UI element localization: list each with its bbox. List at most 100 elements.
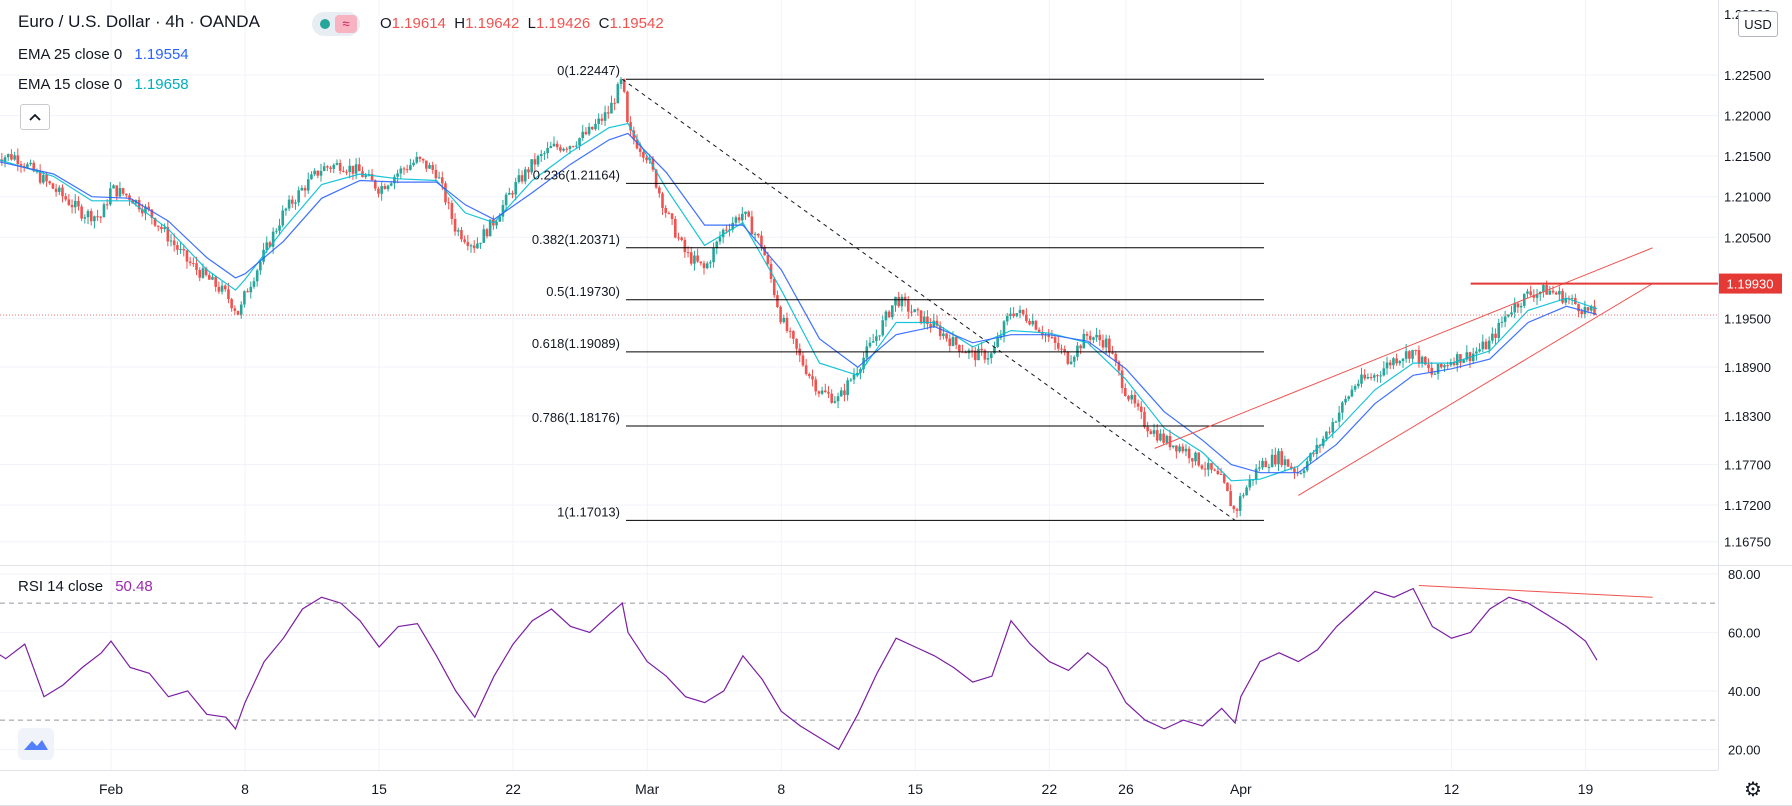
candle-body	[268, 242, 272, 247]
candle-body	[1085, 333, 1089, 336]
candle-body	[1072, 356, 1076, 362]
candle-body	[932, 320, 936, 328]
candle-body	[380, 186, 383, 194]
candle-body	[271, 231, 275, 247]
candle-body	[220, 285, 224, 292]
ohlc-close-value: 1.19542	[609, 15, 664, 32]
candle-body	[1216, 470, 1220, 475]
candle-body	[1200, 465, 1204, 469]
candle-body	[871, 341, 875, 343]
tradingview-logo-icon[interactable]	[18, 728, 54, 760]
gear-icon[interactable]: ⚙	[1744, 779, 1762, 801]
candle-body	[1012, 313, 1015, 317]
candle-body	[83, 217, 87, 219]
candle-body	[1408, 351, 1411, 359]
candle-body	[756, 233, 760, 236]
candle-body	[287, 199, 291, 209]
candle-body	[1187, 448, 1191, 459]
candle-body	[428, 164, 431, 169]
candle-body	[619, 79, 623, 85]
candle-body	[1299, 473, 1303, 475]
candle-body	[1554, 292, 1558, 295]
candle-body	[616, 84, 620, 104]
candle-body	[128, 195, 131, 200]
candle-body	[1261, 460, 1264, 468]
fib-level-label: 0.382(1.20371)	[532, 232, 620, 247]
candle-body	[348, 165, 352, 173]
candle-body	[1497, 322, 1501, 339]
annotations[interactable]: 1.19930	[0, 247, 1782, 496]
candle-body	[137, 199, 141, 210]
ema25-legend[interactable]: EMA 25 close 0 1.19554	[18, 46, 189, 63]
candle-body	[338, 162, 342, 171]
time-tick-label: 8	[777, 781, 785, 797]
candle-body	[421, 158, 425, 161]
price-tick-label: 1.21500	[1724, 149, 1771, 164]
candle-body	[597, 118, 600, 124]
candle-body	[731, 222, 735, 230]
candle-body	[1009, 313, 1012, 316]
candle-body	[543, 153, 546, 155]
candle-body	[1392, 358, 1395, 366]
candle-body	[1491, 333, 1494, 341]
fib-retracement[interactable]: 0(1.22447) 0.236(1.21164) 0.382(1.20371) 0.…	[532, 63, 1264, 521]
candle-body	[1242, 495, 1245, 497]
candle-body	[405, 169, 409, 171]
rsi-divergence-line	[1418, 585, 1653, 598]
candle-body	[578, 138, 581, 146]
candle-body	[686, 252, 690, 254]
candle-body	[817, 391, 821, 394]
candle-body	[638, 148, 642, 152]
currency-button[interactable]: USD	[1738, 11, 1778, 37]
candle-body	[523, 169, 527, 182]
candle-body	[1226, 482, 1229, 492]
candle-body	[249, 286, 253, 293]
candle-body	[862, 357, 865, 370]
candle-body	[571, 146, 575, 148]
candle-body	[121, 188, 125, 194]
candle-body	[396, 173, 399, 177]
candle-body	[661, 193, 664, 209]
rsi-value: 50.48	[115, 578, 153, 595]
candle-body	[89, 211, 93, 222]
candle-body	[1513, 303, 1516, 313]
candle-body	[482, 229, 486, 243]
candle-body	[1452, 362, 1456, 365]
candle-body	[275, 230, 278, 232]
candle-body	[19, 164, 23, 166]
candle-body	[418, 156, 422, 159]
candle-body	[1101, 340, 1105, 348]
candle-body	[1069, 361, 1073, 364]
candle-body	[980, 348, 983, 351]
candle-body	[772, 278, 776, 296]
candle-body	[1159, 433, 1162, 441]
candle-body	[718, 237, 722, 242]
wave-icon[interactable]: ≈	[335, 15, 357, 33]
rsi-legend[interactable]: RSI 14 close 50.48	[18, 578, 153, 595]
candle-body	[322, 166, 326, 171]
candle-body	[1191, 458, 1194, 462]
candles	[0, 77, 1596, 518]
candle-body	[1219, 474, 1223, 476]
candle-body	[153, 218, 157, 226]
candle-body	[1404, 351, 1408, 359]
candle-body	[1047, 334, 1051, 337]
candle-body	[776, 295, 779, 308]
candle-body	[536, 155, 540, 165]
candle-body	[613, 102, 616, 104]
candle-body	[45, 174, 48, 182]
candle-body	[702, 263, 706, 269]
candle-body	[833, 401, 837, 403]
candle-body	[1229, 491, 1232, 507]
candle-body	[259, 261, 262, 271]
candle-body	[983, 350, 987, 360]
chevron-up-icon	[29, 113, 41, 121]
ohlc-high-key: H	[454, 15, 466, 32]
collapse-legend-button[interactable]	[20, 104, 50, 130]
candle-body	[782, 317, 786, 323]
ema15-legend[interactable]: EMA 15 close 0 1.19658	[18, 76, 189, 93]
ema15-label: EMA 15 close 0	[18, 76, 123, 93]
candle-body	[431, 164, 435, 170]
candle-body	[1025, 314, 1028, 321]
